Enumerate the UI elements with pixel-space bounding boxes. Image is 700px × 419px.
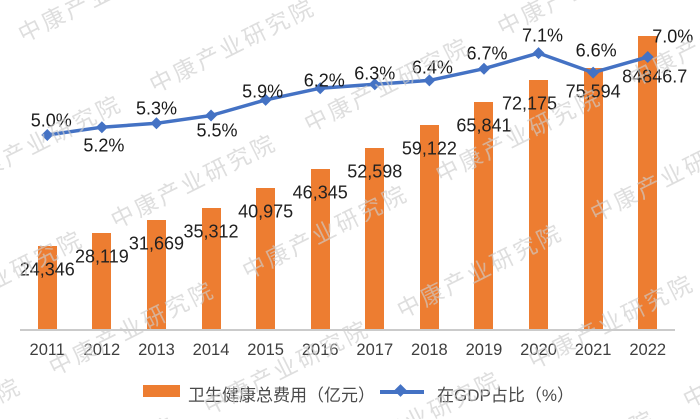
x-axis-label-2012: 2012	[83, 341, 121, 359]
pct-label-2016: 6.2%	[303, 70, 345, 91]
line-marker-2022	[641, 50, 654, 64]
legend-bar-swatch	[143, 385, 180, 397]
pct-label-2022: 7.0%	[652, 26, 694, 47]
bar-2014	[201, 207, 221, 330]
bar-value-label-2021: 75,594	[565, 81, 621, 102]
legend: 卫生健康总费用（亿元） 在GDP占比（%）	[0, 380, 700, 406]
x-axis-label-2015: 2015	[247, 341, 284, 359]
x-axis-label-2017: 2017	[356, 341, 394, 359]
line-marker-2014	[205, 109, 218, 122]
line-marker-2019	[477, 62, 490, 75]
pct-label-2014: 5.5%	[196, 120, 238, 140]
bar-2022	[638, 35, 658, 330]
line-marker-2021	[587, 66, 600, 79]
x-axis-label-2011: 2011	[29, 341, 66, 359]
bar-2020	[529, 79, 549, 330]
bar-value-label-2022: 84846.7	[622, 66, 688, 87]
pct-label-2013: 5.3%	[135, 98, 177, 119]
line-marker-2011	[41, 128, 54, 142]
bar-value-label-2012: 28,119	[75, 246, 129, 267]
bar-value-label-2020: 72,175	[502, 93, 558, 114]
bar-value-label-2011: 24,346	[19, 259, 75, 280]
bar-2011	[37, 245, 57, 330]
pct-label-2018: 6.4%	[411, 57, 453, 78]
bar-value-label-2018: 59,122	[401, 138, 457, 159]
legend-bar-label: 卫生健康总费用（亿元）	[188, 386, 375, 405]
bar-2019	[474, 101, 494, 330]
pct-label-2021: 6.6%	[575, 40, 617, 61]
bar-2013	[146, 220, 166, 330]
pct-label-2015: 5.9%	[242, 81, 284, 102]
x-axis-label-2016: 2016	[301, 341, 339, 359]
pct-label-2012: 5.2%	[83, 135, 125, 156]
bar-value-label-2014: 35,312	[183, 221, 239, 242]
bar-value-label-2019: 65,841	[456, 115, 512, 136]
bar-value-label-2016: 46,345	[292, 182, 348, 203]
line-marker-2012	[95, 121, 108, 134]
x-axis-line	[20, 329, 675, 331]
bar-2015	[256, 187, 276, 330]
bar-2017	[365, 147, 385, 330]
pct-label-2011: 5.0%	[30, 110, 72, 131]
x-axis-label-2018: 2018	[411, 341, 448, 359]
x-axis-label-2014: 2014	[192, 341, 230, 359]
x-axis-label-2013: 2013	[138, 341, 175, 359]
bar-value-label-2015: 40,975	[238, 201, 294, 222]
x-axis-label-2020: 2020	[520, 341, 557, 359]
bar-value-label-2017: 52,598	[347, 161, 403, 182]
x-axis-label-2019: 2019	[465, 341, 503, 359]
x-axis-label-2021: 2021	[574, 341, 612, 359]
pct-label-2020: 7.1%	[522, 25, 564, 46]
line-marker-2013	[150, 117, 163, 130]
bar-2018	[419, 125, 439, 330]
bar-2021	[583, 67, 603, 330]
legend-line-diamond-icon	[394, 384, 407, 397]
line-marker-2020	[532, 47, 545, 60]
bar-2016	[310, 169, 330, 330]
pct-label-2019: 6.7%	[466, 43, 508, 64]
bar-2012	[92, 232, 112, 330]
bar-value-label-2013: 31,669	[128, 233, 184, 254]
pct-label-2017: 6.3%	[354, 63, 396, 84]
gdp-share-line	[45, 51, 650, 137]
x-axis-label-2022: 2022	[629, 341, 667, 359]
legend-line-label: 在GDP占比（%）	[437, 386, 574, 405]
